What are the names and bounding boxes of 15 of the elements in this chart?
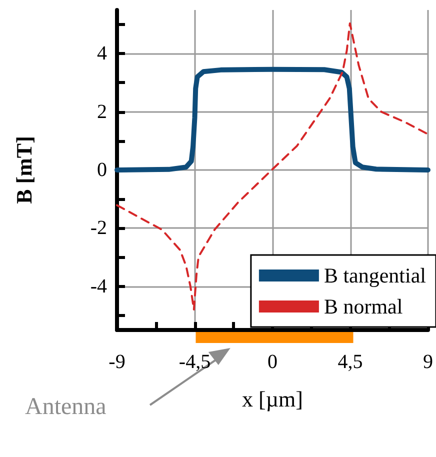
legend-label: B normal: [324, 294, 403, 318]
y-tick-label: -4: [90, 275, 107, 298]
x-tick-label: -9: [108, 351, 126, 373]
y-tick-label: 2: [97, 100, 107, 123]
x-tick-label: 4,5: [338, 351, 363, 373]
y-tick-label: -2: [90, 217, 107, 240]
x-tick-label: -4,5: [178, 351, 211, 373]
x-tick-label: 0: [268, 351, 278, 373]
y-tick-label: 0: [97, 159, 107, 181]
x-tick-label: 9: [423, 351, 433, 373]
y-axis-title: B [mT]: [12, 136, 36, 204]
legend-label: B tangential: [324, 264, 426, 288]
y-tick-label: 4: [97, 42, 107, 65]
x-axis-title: x [µm]: [242, 386, 303, 412]
text: Antenna: [25, 394, 107, 420]
